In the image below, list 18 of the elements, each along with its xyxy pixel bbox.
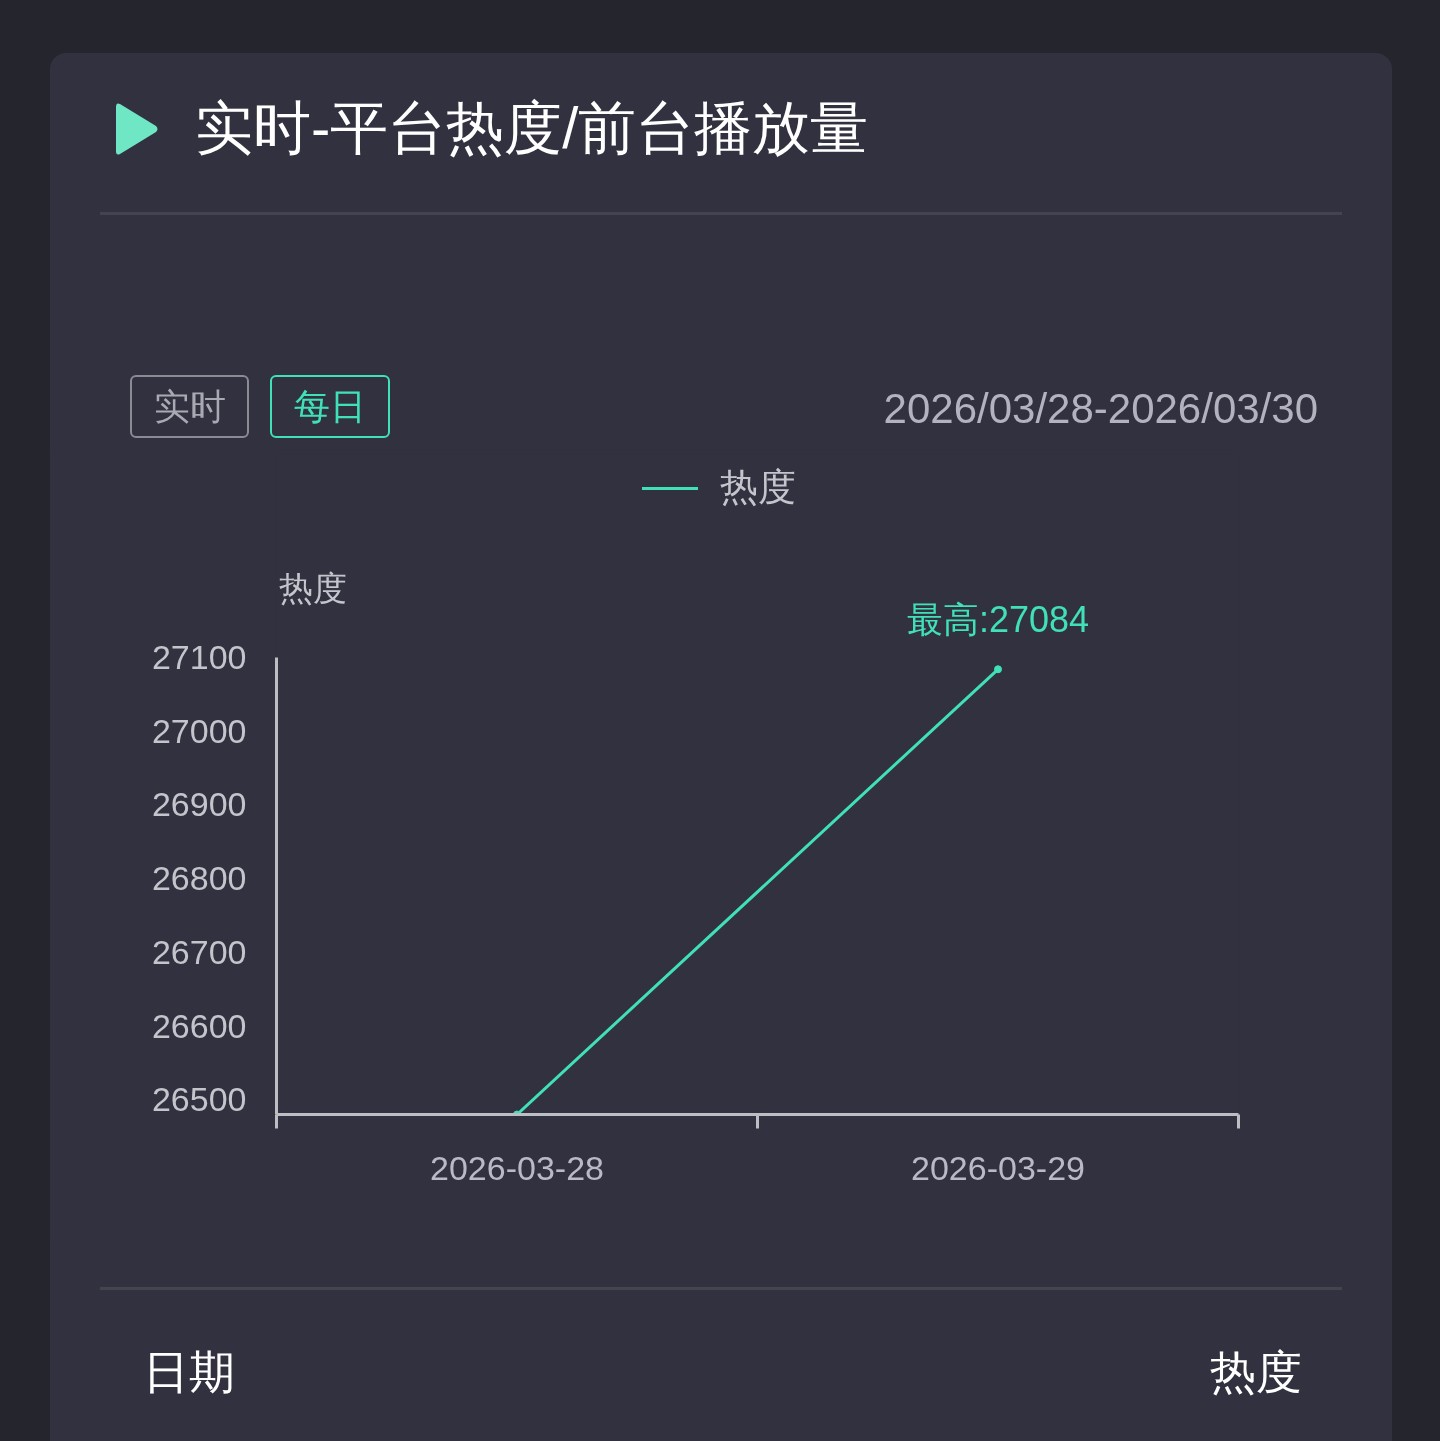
legend-label: 热度 <box>720 465 797 510</box>
x-tick-label: 2026-03-28 <box>430 1148 604 1187</box>
chart-title: 实时-平台热度/前台播放量 <box>195 94 869 162</box>
y-tick-label: 26900 <box>151 785 247 824</box>
y-axis-title: 热度 <box>278 568 347 607</box>
y-tick-label: 26700 <box>151 932 247 971</box>
toggle-button: 每日 <box>270 375 390 438</box>
y-tick-label: 26500 <box>151 1080 247 1119</box>
toggle-button: 实时 <box>130 375 249 438</box>
x-tick-label: 2026-03-29 <box>911 1148 1085 1187</box>
y-tick-label: 27100 <box>151 638 247 676</box>
annotation: 最高:27084 <box>906 598 1090 640</box>
y-tick-label: 27000 <box>151 711 247 750</box>
y-tick-label: 26600 <box>151 1006 247 1045</box>
y-tick-label: 26800 <box>151 859 247 898</box>
text: 热度 <box>1210 1345 1302 1400</box>
text: 日期 <box>143 1345 235 1400</box>
text: 2026/03/28-2026/03/30 <box>883 384 1318 434</box>
